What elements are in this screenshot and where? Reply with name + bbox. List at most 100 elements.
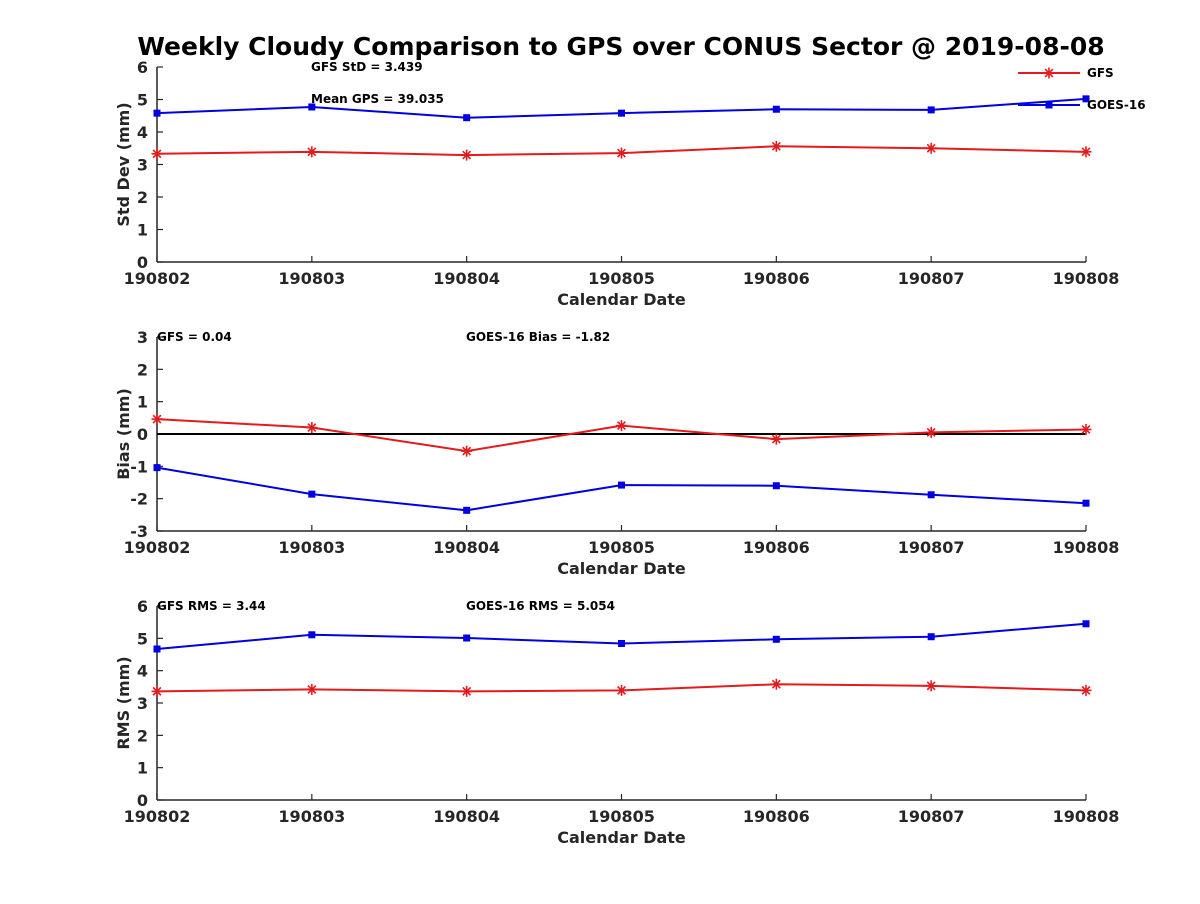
x-tick-label: 190803 xyxy=(278,538,345,557)
data-point xyxy=(925,680,937,692)
annotation: GFS StD = 3.439 xyxy=(311,60,423,74)
data-point xyxy=(618,109,625,117)
data-point xyxy=(151,685,163,697)
series-gfs xyxy=(151,413,1092,457)
legend-marker xyxy=(1045,101,1053,109)
series-gfs xyxy=(151,678,1092,697)
y-tick-label: 6 xyxy=(137,58,148,77)
data-point xyxy=(153,645,161,653)
data-point xyxy=(770,433,782,445)
data-point xyxy=(308,631,316,639)
y-tick-label: 6 xyxy=(137,597,148,616)
data-point xyxy=(463,634,471,642)
x-tick-label: 190807 xyxy=(898,807,965,826)
annotation: GOES-16 RMS = 5.054 xyxy=(466,599,615,613)
y-tick-label: -1 xyxy=(130,457,148,476)
x-tick-label: 190807 xyxy=(898,269,965,288)
x-tick-label: 190804 xyxy=(433,807,500,826)
y-axis-label: Std Dev (mm) xyxy=(114,102,133,226)
legend-label: GFS xyxy=(1087,66,1114,80)
x-tick-label: 190803 xyxy=(278,269,345,288)
y-axis-label: RMS (mm) xyxy=(114,656,133,749)
data-point xyxy=(616,684,627,696)
data-point xyxy=(770,678,782,690)
data-point xyxy=(927,106,935,114)
data-point xyxy=(1082,620,1090,628)
data-point xyxy=(306,146,318,158)
data-point xyxy=(461,445,473,457)
y-tick-label: 2 xyxy=(137,726,148,745)
x-tick-label: 190806 xyxy=(743,538,810,557)
x-tick-label: 190805 xyxy=(588,269,655,288)
y-tick-label: 1 xyxy=(137,759,148,778)
legend: GFS GOES-16 xyxy=(1018,66,1146,112)
series-line xyxy=(156,466,1087,512)
x-axis-label: Calendar Date xyxy=(557,559,686,578)
y-tick-label: 3 xyxy=(137,694,148,713)
data-point xyxy=(151,413,163,425)
series-goes-16 xyxy=(153,95,1090,122)
x-tick-label: 190802 xyxy=(124,269,191,288)
series-goes-16 xyxy=(153,464,1090,514)
x-tick-label: 190807 xyxy=(898,538,965,557)
y-tick-label: 1 xyxy=(137,393,148,412)
x-tick-label: 190808 xyxy=(1053,807,1120,826)
data-point xyxy=(461,685,473,697)
data-point xyxy=(772,635,780,643)
panel-1: 190802 190803 190804 190805 190806 190807 1908… xyxy=(114,58,1146,309)
series-gfs xyxy=(151,140,1092,161)
y-tick-label: 2 xyxy=(137,360,148,379)
data-point xyxy=(463,506,471,514)
x-tick-label: 190806 xyxy=(743,269,810,288)
data-point xyxy=(927,633,935,641)
panel-3: 190802 190803 190804 190805 190806 190807 1908… xyxy=(114,597,1119,847)
x-tick-label: 190808 xyxy=(1053,269,1120,288)
y-tick-label: 3 xyxy=(137,156,148,175)
x-axis-label: Calendar Date xyxy=(557,290,686,309)
data-point xyxy=(925,426,937,438)
x-tick-label: 190808 xyxy=(1053,538,1120,557)
x-tick-label: 190806 xyxy=(743,807,810,826)
legend-marker xyxy=(1043,67,1055,79)
data-point xyxy=(772,482,780,490)
x-tick-label: 190804 xyxy=(433,538,500,557)
x-tick-label: 190804 xyxy=(433,269,500,288)
data-point xyxy=(1082,95,1090,103)
panel-2: 190802 190803 190804 190805 190806 190807 1908… xyxy=(114,328,1119,578)
annotation: GFS = 0.04 xyxy=(157,330,232,344)
data-point xyxy=(616,147,627,159)
y-tick-label: 5 xyxy=(137,91,148,110)
data-point xyxy=(153,109,161,117)
figure-title: Weekly Cloudy Comparison to GPS over CON… xyxy=(137,32,1104,61)
y-tick-label: -2 xyxy=(130,490,148,509)
data-point xyxy=(1082,499,1090,507)
x-tick-label: 190805 xyxy=(588,538,655,557)
data-point xyxy=(1080,423,1092,435)
y-tick-label: 0 xyxy=(137,253,148,272)
data-point xyxy=(308,103,316,111)
series-goes-16 xyxy=(153,620,1090,653)
x-tick-label: 190805 xyxy=(588,807,655,826)
data-point xyxy=(618,481,625,489)
data-point xyxy=(616,420,627,432)
x-tick-label: 190803 xyxy=(278,807,345,826)
y-tick-label: 5 xyxy=(137,629,148,648)
x-axis-label: Calendar Date xyxy=(557,828,686,847)
data-point xyxy=(1080,684,1092,696)
legend-label: GOES-16 xyxy=(1087,98,1146,112)
y-tick-label: -3 xyxy=(130,522,148,541)
data-point xyxy=(927,491,935,499)
data-point xyxy=(770,140,782,152)
x-tick-label: 190802 xyxy=(124,807,191,826)
y-tick-label: 4 xyxy=(137,123,148,142)
panels: 190802 190803 190804 190805 190806 190807 1908… xyxy=(114,58,1146,847)
data-point xyxy=(1080,146,1092,158)
y-axis-label: Bias (mm) xyxy=(114,388,133,480)
data-point xyxy=(925,142,937,154)
y-tick-label: 2 xyxy=(137,188,148,207)
data-point xyxy=(308,490,316,498)
data-point xyxy=(461,149,473,161)
data-point xyxy=(618,640,625,648)
